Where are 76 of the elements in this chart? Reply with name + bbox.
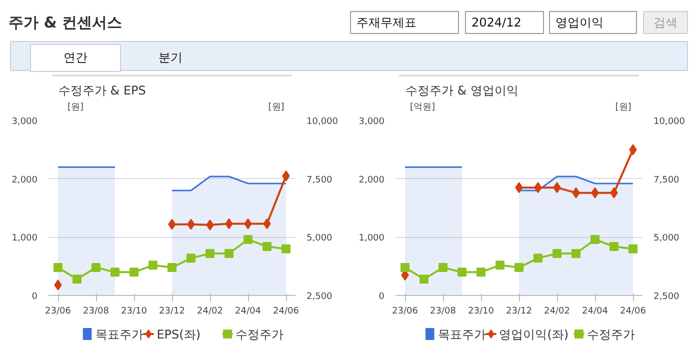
- x-tick-label: 23/08: [430, 306, 456, 316]
- point: [262, 242, 272, 251]
- point: [552, 249, 562, 258]
- y-axis-title: [원]: [68, 102, 84, 112]
- text: 주재무제표: [356, 16, 416, 30]
- chart-title: 수정주가 & EPS: [58, 84, 146, 98]
- point: [148, 260, 158, 270]
- y2-tick-label: 7,500: [306, 175, 333, 186]
- legend-label: 수정주가: [236, 328, 284, 342]
- x-tick-label: 23/12: [506, 306, 532, 316]
- y-axis-title: [억원]: [410, 102, 436, 112]
- legend-label: 수정주가: [587, 328, 636, 342]
- x-tick-label: 24/02: [544, 306, 570, 316]
- y2-tick-label: 2,500: [306, 292, 333, 302]
- y-tick-label: 3,000: [358, 117, 385, 127]
- text: 2024/12: [472, 16, 522, 30]
- text: 연간: [64, 50, 88, 64]
- x-tick-label: 24/04: [582, 306, 608, 316]
- y2-tick-label: 10,000: [654, 117, 686, 127]
- point: [186, 254, 196, 263]
- text: 분기: [158, 50, 182, 64]
- x-tick-label: 23/12: [159, 306, 185, 316]
- point: [420, 274, 428, 284]
- y2-axis-title: [원]: [268, 102, 284, 112]
- text: 영업이익: [556, 16, 604, 30]
- x-tick-label: 24/06: [620, 306, 646, 316]
- chart-title: 수정주가 & 영업이익: [405, 84, 518, 98]
- point: [92, 263, 100, 272]
- point: [244, 235, 252, 244]
- point: [282, 244, 290, 254]
- x-tick-label: 23/10: [121, 306, 148, 316]
- legend-label: 영업이익(좌): [499, 328, 569, 342]
- point: [534, 254, 542, 263]
- x-tick-label: 23/10: [468, 306, 494, 316]
- y-tick-label: 0: [378, 292, 385, 302]
- legend-label: EPS(좌): [156, 328, 201, 342]
- y-tick-label: 2,000: [358, 175, 385, 186]
- point: [54, 263, 62, 272]
- point: [458, 268, 466, 277]
- point: [130, 268, 138, 277]
- legend-label: 목표주가: [438, 328, 486, 342]
- y2-axis-title: [원]: [615, 102, 632, 112]
- point: [110, 268, 120, 277]
- point: [206, 249, 214, 258]
- point: [438, 263, 448, 272]
- y2-tick-label: 5,000: [306, 234, 333, 244]
- y-tick-label: 3,000: [12, 117, 38, 127]
- point: [54, 280, 62, 290]
- y-tick-label: 2,000: [12, 175, 38, 186]
- y-tick-label: 1,000: [358, 234, 385, 244]
- y2-tick-label: 10,000: [306, 117, 338, 127]
- y2-tick-label: 2,500: [654, 292, 680, 302]
- x-tick-label: 23/08: [83, 306, 110, 316]
- x-tick-label: 23/06: [392, 306, 418, 316]
- point: [168, 263, 176, 272]
- text: 주가 & 컨센서스: [8, 14, 122, 32]
- x-tick-label: 23/06: [45, 306, 72, 316]
- point: [72, 274, 82, 284]
- y2-tick-label: 7,500: [654, 175, 680, 186]
- point: [572, 249, 580, 258]
- x-tick-label: 24/04: [235, 306, 262, 316]
- point: [224, 249, 234, 258]
- x-tick-label: 24/06: [273, 306, 300, 316]
- legend-label: 목표주가: [95, 328, 144, 342]
- x-tick-label: 24/02: [197, 306, 223, 316]
- point: [496, 260, 504, 270]
- point: [590, 235, 600, 244]
- point: [628, 244, 638, 254]
- y-tick-label: 1,000: [12, 234, 38, 244]
- text: 검색: [654, 16, 678, 30]
- point: [476, 268, 486, 277]
- y-tick-label: 0: [32, 292, 38, 302]
- y2-tick-label: 5,000: [654, 234, 680, 244]
- point: [400, 263, 410, 272]
- point: [514, 263, 524, 272]
- point: [610, 242, 618, 251]
